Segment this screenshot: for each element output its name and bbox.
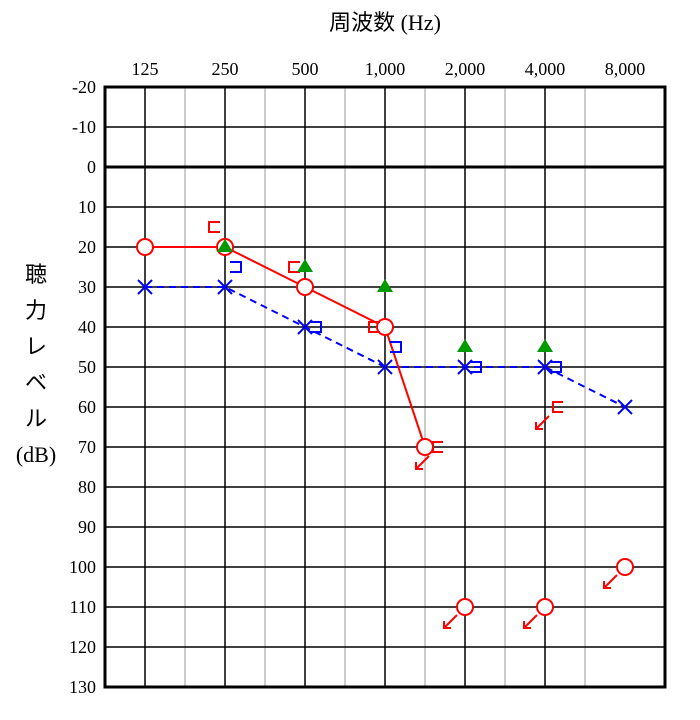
x-tick-label: 8,000	[605, 59, 646, 79]
y-axis-label-char: (dB)	[16, 442, 56, 467]
cross-marker	[377, 359, 393, 375]
circle-marker	[456, 598, 474, 616]
cross-marker	[297, 319, 313, 335]
y-tick-label: 60	[78, 397, 96, 417]
bracket-left-marker	[552, 401, 563, 413]
y-tick-label: 70	[78, 437, 96, 457]
y-tick-label: 120	[69, 637, 96, 657]
scale-out-arrow	[523, 614, 538, 629]
y-tick-label: -20	[72, 77, 96, 97]
x-tick-labels: 125 250 500 1,000 2,000 4,000 8,000	[132, 59, 646, 79]
y-tick-label: -10	[72, 117, 96, 137]
triangle-marker	[457, 339, 473, 352]
y-tick-label: 10	[78, 197, 96, 217]
y-tick-labels: -20 -10 0 10 20 30 40 50 60 70 80 90 100 110 120 130	[69, 77, 96, 697]
y-tick-label: 20	[78, 237, 96, 257]
triangle-marker	[537, 339, 553, 352]
circle-marker	[536, 598, 554, 616]
y-tick-label: 40	[78, 317, 96, 337]
bracket-right-marker	[310, 321, 322, 333]
triangle-marker	[377, 279, 393, 292]
circle-marker	[296, 278, 314, 296]
cross-marker	[457, 359, 473, 375]
bracket-right-marker	[550, 361, 562, 373]
plot-frame	[103, 85, 667, 689]
y-axis-label-char: 聴	[25, 262, 47, 287]
cross-marker	[537, 359, 553, 375]
y-tick-label: 110	[70, 597, 96, 617]
y-axis-label-char: ベ	[25, 370, 47, 395]
bracket-right-marker	[230, 261, 242, 273]
circle-marker	[136, 238, 154, 256]
scale-out-arrow	[443, 614, 458, 629]
series-line	[145, 246, 426, 448]
y-axis-label-char: ル	[25, 406, 47, 431]
y-tick-label: 100	[69, 557, 96, 577]
x-tick-label: 2,000	[445, 59, 486, 79]
bracket-left-marker	[208, 221, 220, 233]
y-tick-label: 50	[78, 357, 96, 377]
scale-out-arrow	[603, 574, 618, 589]
series-markers	[136, 221, 634, 629]
x-tick-label: 1,000	[365, 59, 406, 79]
y-axis-label-char: 力	[25, 298, 47, 323]
y-tick-label: 80	[78, 477, 96, 497]
bracket-left-marker	[432, 441, 443, 453]
scale-out-arrow	[535, 415, 550, 430]
circle-marker	[376, 318, 394, 336]
x-tick-label: 125	[132, 59, 159, 79]
y-tick-label: 90	[78, 517, 96, 537]
bracket-right-marker	[390, 341, 402, 353]
bracket-left-marker	[368, 321, 380, 333]
circle-marker	[416, 438, 434, 456]
scale-out-arrow	[415, 455, 430, 470]
y-axis-label-char: レ	[25, 334, 47, 359]
cross-marker	[217, 279, 233, 295]
grid	[105, 87, 665, 687]
x-tick-label: 500	[292, 59, 319, 79]
triangle-marker	[297, 259, 313, 272]
x-tick-label: 4,000	[525, 59, 566, 79]
bracket-right-marker	[470, 361, 482, 373]
cross-marker	[617, 399, 633, 415]
y-tick-label: 130	[69, 677, 96, 697]
chart-title: 周波数 (Hz)	[329, 10, 441, 35]
cross-marker	[137, 279, 153, 295]
y-tick-label: 0	[87, 157, 96, 177]
triangle-marker	[217, 239, 233, 252]
circle-marker	[616, 558, 634, 576]
x-tick-label: 250	[212, 59, 239, 79]
y-tick-label: 30	[78, 277, 96, 297]
bracket-left-marker	[288, 261, 300, 273]
